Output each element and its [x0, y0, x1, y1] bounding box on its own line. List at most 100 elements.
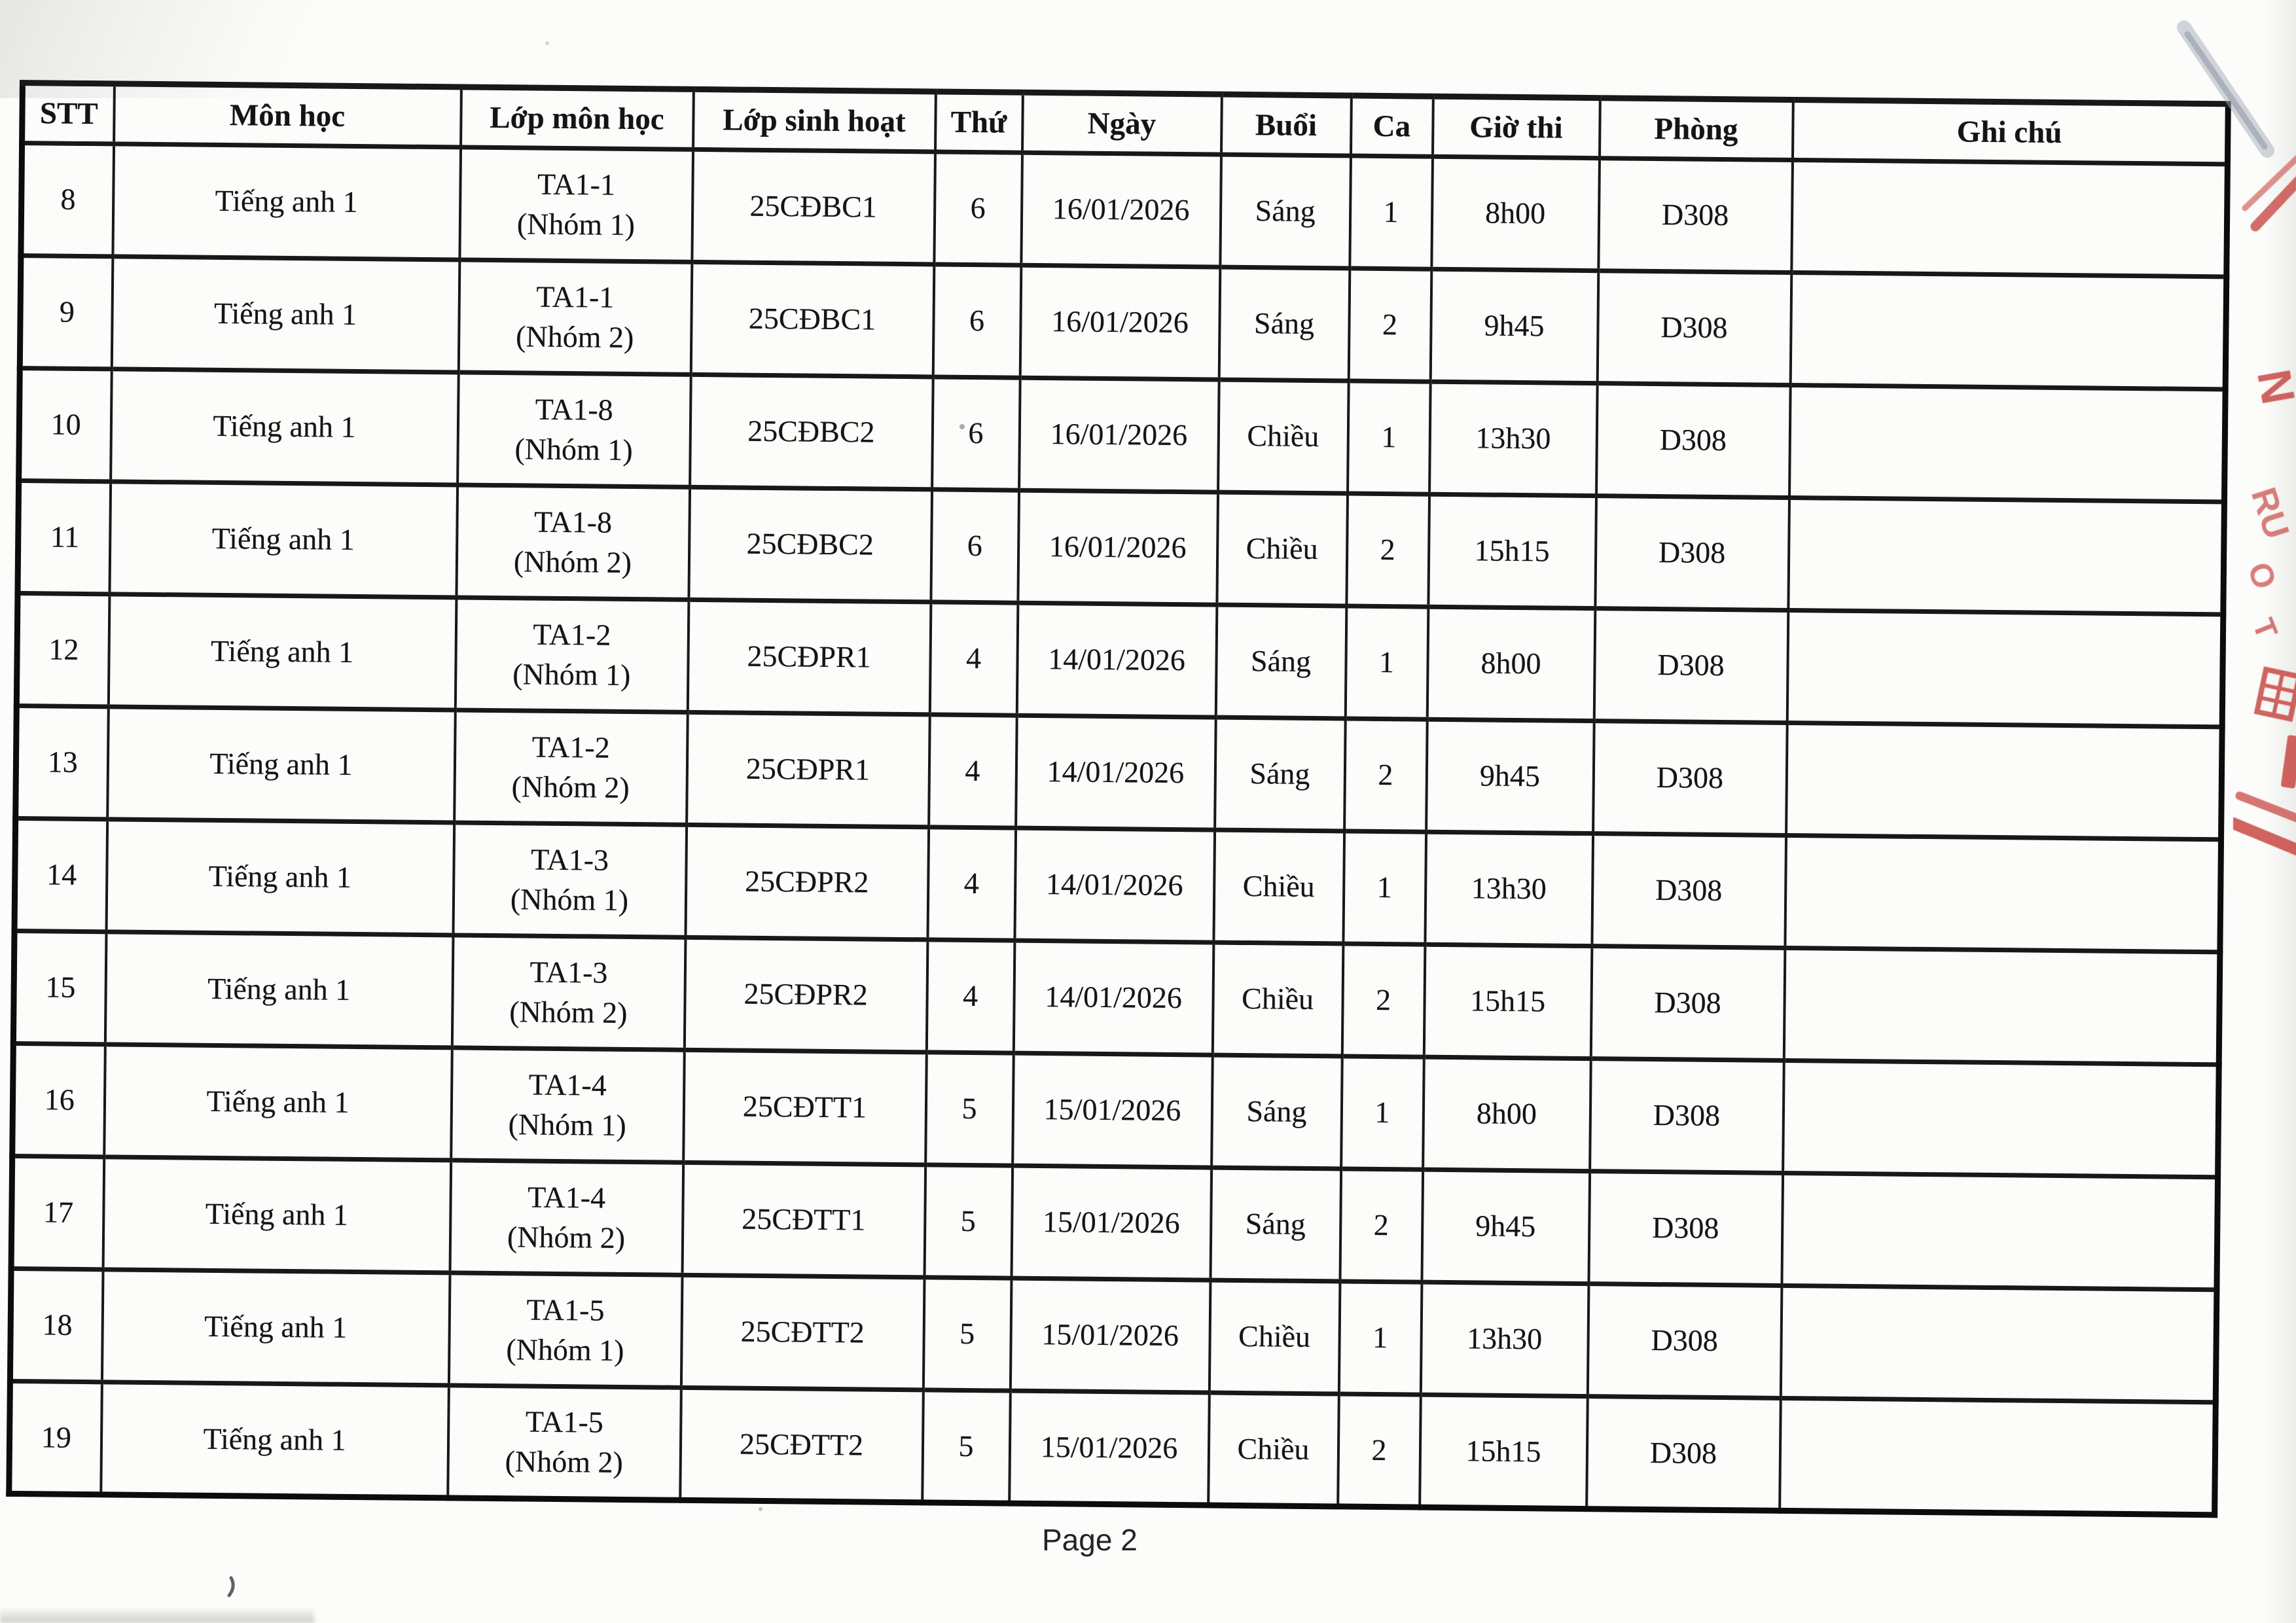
- table-row: 16 Tiếng anh 1 TA1-4 (Nhóm 1) 25CĐTT1 5 15/01…: [12, 1043, 2219, 1177]
- stamp-letter: O: [2240, 558, 2284, 594]
- table-row: 8 Tiếng anh 1 TA1-1 (Nhóm 1) 25CĐBC1 6 16/01/…: [20, 143, 2228, 277]
- cell-stt: 14: [14, 818, 107, 932]
- cell-buoi: Chiều: [1217, 380, 1349, 494]
- cell-lop-sinh-hoat: 25CĐTT1: [682, 1162, 925, 1277]
- column-header-ngay: Ngày: [1022, 92, 1222, 155]
- cell-stt: 16: [12, 1043, 105, 1157]
- table-row: 11 Tiếng anh 1 TA1-8 (Nhóm 2) 25CĐBC2 6 16/01…: [17, 480, 2225, 615]
- table-row: 19 Tiếng anh 1 TA1-5 (Nhóm 2) 25CĐTT2 5 15/01…: [9, 1381, 2216, 1515]
- cell-phong: D308: [1591, 833, 1786, 948]
- cell-lop-mon-hoc: TA1-3 (Nhóm 1): [452, 822, 687, 938]
- cell-phong: D308: [1596, 383, 1791, 498]
- cell-ca: 1: [1342, 830, 1426, 945]
- exam-schedule-table: STT Môn học Lớp môn học Lớp sinh hoạt Thứ Ngà…: [6, 80, 2231, 1518]
- cell-gio-thi: 8h00: [1422, 1057, 1591, 1171]
- cell-mon-hoc: Tiếng anh 1: [103, 1044, 452, 1160]
- cell-lop-mon-hoc: TA1-3 (Nhóm 2): [452, 935, 685, 1050]
- cell-lop-mon-hoc: TA1-4 (Nhóm 2): [450, 1160, 683, 1275]
- cell-ngay: 16/01/2026: [1017, 490, 1218, 605]
- column-header-mon-hoc: Môn học: [113, 83, 461, 147]
- cell-gio-thi: 13h30: [1424, 832, 1593, 946]
- cell-mon-hoc: Tiếng anh 1: [110, 368, 459, 485]
- column-header-gio-thi: Giờ thi: [1432, 96, 1600, 158]
- table-row: 9 Tiếng anh 1 TA1-1 (Nhóm 2) 25CĐBC1 6 16/01/…: [20, 255, 2227, 389]
- cell-lop-mon-hoc: TA1-8 (Nhóm 2): [456, 484, 690, 600]
- cell-buoi: Chiều: [1216, 492, 1348, 606]
- cell-ghi-chu: [1787, 610, 2223, 727]
- cell-lop-sinh-hoat: 25CĐBC1: [691, 149, 935, 264]
- cell-stt: 13: [15, 705, 109, 819]
- cell-ngay: 14/01/2026: [1013, 940, 1213, 1056]
- column-header-lop-sinh-hoat: Lớp sinh hoạt: [692, 89, 936, 152]
- pen-mark: [227, 1576, 235, 1597]
- cell-ca: 2: [1344, 718, 1427, 832]
- cell-ghi-chu: [1779, 1398, 2216, 1515]
- cell-mon-hoc: Tiếng anh 1: [106, 819, 454, 935]
- paper-edge-shadow: [2263, 0, 2296, 1623]
- cell-phong: D308: [1598, 158, 1793, 273]
- cell-buoi: Sáng: [1214, 717, 1346, 831]
- cell-ca: 2: [1339, 1168, 1423, 1283]
- cell-gio-thi: 15h15: [1427, 494, 1596, 609]
- cell-buoi: Sáng: [1215, 605, 1346, 719]
- stamp-letter: RU: [2244, 483, 2296, 544]
- page-number: Page 2: [1042, 1523, 1138, 1557]
- table-row: 14 Tiếng anh 1 TA1-3 (Nhóm 1) 25CĐPR2 4 14/01…: [14, 818, 2221, 952]
- cell-mon-hoc: Tiếng anh 1: [101, 1269, 450, 1385]
- cell-phong: D308: [1597, 270, 1791, 385]
- cell-lop-mon-hoc: TA1-5 (Nhóm 2): [447, 1385, 681, 1501]
- cell-thu: 6: [931, 376, 1020, 491]
- cell-mon-hoc: Tiếng anh 1: [111, 256, 459, 372]
- column-header-lop-mon-hoc: Lớp môn học: [460, 86, 694, 150]
- cell-thu: 5: [924, 1164, 1013, 1279]
- cell-lop-sinh-hoat: 25CĐPR2: [684, 937, 927, 1052]
- cell-stt: 9: [20, 255, 113, 369]
- cell-buoi: Chiều: [1209, 1280, 1340, 1394]
- cell-gio-thi: 9h45: [1426, 719, 1594, 834]
- table-row: 18 Tiếng anh 1 TA1-5 (Nhóm 1) 25CĐTT2 5 15/01…: [10, 1268, 2217, 1402]
- cell-ghi-chu: [1789, 385, 2226, 502]
- cell-gio-thi: 9h45: [1430, 269, 1598, 383]
- column-header-thu: Thứ: [935, 91, 1023, 153]
- cell-thu: 4: [928, 714, 1017, 829]
- cell-stt: 15: [13, 931, 107, 1044]
- cell-thu: 4: [926, 939, 1014, 1054]
- cell-phong: D308: [1594, 495, 1789, 611]
- scan-speck: [545, 41, 549, 45]
- cell-thu: 5: [923, 1277, 1011, 1391]
- cell-ngay: 15/01/2026: [1010, 1278, 1210, 1393]
- cell-ngay: 16/01/2026: [1020, 265, 1220, 380]
- cell-ghi-chu: [1781, 1173, 2218, 1290]
- cell-phong: D308: [1587, 1283, 1782, 1399]
- table-row: 12 Tiếng anh 1 TA1-2 (Nhóm 1) 25CĐPR1 4 14/01…: [16, 593, 2223, 727]
- cell-lop-mon-hoc: TA1-1 (Nhóm 1): [459, 147, 693, 262]
- cell-thu: 4: [927, 827, 1016, 941]
- cell-thu: 6: [930, 489, 1019, 603]
- cell-buoi: Sáng: [1219, 267, 1350, 382]
- cell-buoi: Chiều: [1208, 1393, 1339, 1507]
- cell-ngay: 14/01/2026: [1016, 603, 1217, 718]
- stamp-arc-top: [2250, 176, 2296, 232]
- cell-thu: 5: [925, 1052, 1014, 1166]
- cell-lop-sinh-hoat: 25CĐTT2: [681, 1275, 924, 1390]
- column-header-stt: STT: [22, 82, 115, 144]
- cell-stt: 19: [9, 1381, 102, 1495]
- cell-lop-sinh-hoat: 25CĐBC2: [688, 487, 932, 602]
- cell-lop-sinh-hoat: 25CĐPR2: [685, 825, 929, 940]
- cell-ghi-chu: [1784, 835, 2221, 952]
- cell-lop-sinh-hoat: 25CĐTT2: [679, 1387, 924, 1503]
- stamp-arc-top2: [2242, 154, 2296, 211]
- cell-lop-mon-hoc: TA1-2 (Nhóm 1): [455, 597, 689, 713]
- cell-stt: 17: [11, 1156, 104, 1270]
- cell-mon-hoc: Tiếng anh 1: [105, 931, 453, 1048]
- exam-schedule-table-wrap: STT Môn học Lớp môn học Lớp sinh hoạt Thứ Ngà…: [6, 80, 2231, 1518]
- cell-buoi: Chiều: [1213, 830, 1344, 944]
- cell-ca: 1: [1349, 156, 1433, 270]
- cell-stt: 12: [16, 593, 109, 707]
- table-row: 13 Tiếng anh 1 TA1-2 (Nhóm 2) 25CĐPR1 4 14/01…: [15, 705, 2223, 840]
- cell-lop-mon-hoc: TA1-4 (Nhóm 1): [450, 1047, 685, 1163]
- cell-phong: D308: [1586, 1396, 1781, 1511]
- cell-buoi: Sáng: [1210, 1168, 1341, 1281]
- cell-gio-thi: 15h15: [1424, 944, 1592, 1059]
- cell-lop-sinh-hoat: 25CĐPR1: [686, 712, 930, 827]
